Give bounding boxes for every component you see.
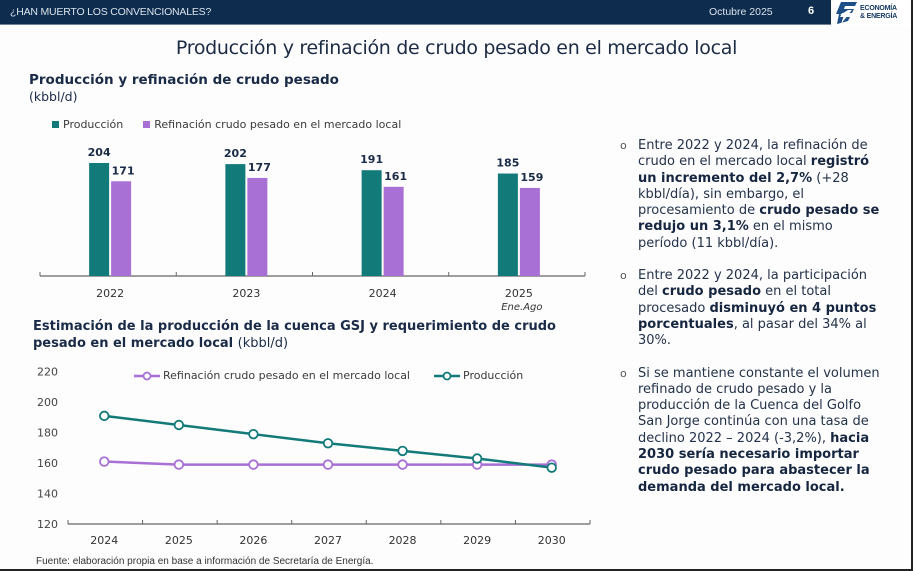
x-tick-label: 2025 [505, 287, 533, 300]
point-production-2024 [99, 410, 110, 422]
x-tick-label: 2028 [389, 534, 417, 547]
legend-item-production: Producción [52, 118, 123, 131]
bar-data-label: 177 [248, 161, 271, 174]
bar-refining-2022 [111, 181, 132, 276]
x-tick-label: 2023 [232, 287, 260, 300]
x-tick-label: 2026 [239, 534, 267, 547]
bar-chart-unit: (kbbl/d) [29, 89, 78, 104]
page-number: 6 [808, 5, 815, 17]
line-chart-legend: Refinación crudo pesado en el mercado lo… [134, 369, 523, 382]
slide-border-right [911, 0, 913, 571]
x-tick-label: 2030 [538, 534, 566, 547]
point-refining-2028 [397, 459, 408, 470]
x-tick-label: 2024 [90, 534, 118, 547]
bullet-text-bold: crudo pesado se redujo un 3,1% [638, 203, 880, 235]
commentary-list: o Entre 2022 y 2024, la refinación de cru… [620, 138, 885, 512]
line-chart-title: Estimación de la producción de la cuenca… [33, 318, 598, 352]
legend-item-refining: Refinación crudo pesado en el mercado lo… [143, 118, 401, 131]
x-tick-label: 2027 [314, 534, 342, 547]
y-tick-label: 160 [37, 457, 58, 470]
top-header-bar: ¿HAN MUERTO LOS CONVENCIONALES? Octubre … [0, 0, 831, 25]
bar-data-label: 204 [88, 146, 111, 159]
point-production-2025 [173, 419, 185, 431]
lightning-bolt-icon [836, 2, 857, 24]
bar-data-label: 161 [384, 170, 407, 183]
bar-data-label: 191 [360, 153, 383, 166]
bullet-text: (+28 kbbl/día), sin embargo, el procesam… [638, 170, 849, 219]
logo-text-line2: & ENERGÍA [860, 13, 898, 20]
bar-production-2023 [225, 164, 246, 276]
point-refining-2025 [173, 459, 185, 470]
bar-refining-2023 [247, 177, 268, 276]
bullet-text-bold: registró un incremento del 2,7% [638, 154, 870, 186]
x-tick-label: 2022 [96, 287, 124, 300]
point-production-2029 [471, 453, 483, 464]
y-tick-label: 180 [37, 427, 58, 440]
slide-border-bottom [0, 569, 913, 571]
y-tick-label: 200 [37, 396, 58, 409]
bullet-text: Entre 2022 y 2024, la refinación de crud… [638, 138, 868, 170]
bullet-text-bold: disminuyó en 4 puntos porcentuales [638, 300, 877, 332]
bullet-text-bold: crudo pesado [662, 284, 762, 300]
legend-item-production-line: Producción [434, 369, 523, 382]
bullet-marker-icon: o [620, 139, 627, 152]
y-tick-label: 220 [37, 366, 58, 379]
legend-swatch-production [52, 121, 59, 128]
bar-production-2022 [89, 163, 110, 276]
x-tick-label: 2025 [165, 534, 193, 547]
brand-logo: ECONOMÍA & ENERGÍA [833, 0, 911, 26]
legend-label-refining-line: Refinación crudo pesado en el mercado lo… [163, 369, 410, 382]
bullet-text: Entre 2022 y 2024, la participación del [638, 268, 868, 300]
point-refining-2024 [99, 456, 110, 467]
bar-data-label: 171 [112, 164, 135, 177]
point-production-2027 [322, 438, 334, 449]
date-label: Octubre 2025 [709, 6, 773, 18]
line-chart: 120 140 160 180 200 220 2024 2025 2026 2027 2028 20… [37, 366, 591, 547]
bar-data-label: 202 [224, 147, 247, 160]
legend-marker-refining [134, 371, 160, 380]
legend-item-refining-line: Refinación crudo pesado en el mercado lo… [134, 369, 410, 382]
bar-refining-2024 [383, 186, 404, 276]
point-production-2026 [248, 428, 259, 440]
line-chart-unit: (kbbl/d) [237, 336, 289, 351]
bullet-marker-icon: o [620, 269, 627, 283]
y-tick-label: 140 [37, 488, 58, 501]
source-note: Fuente: elaboración propia en base a inf… [36, 556, 374, 567]
commentary-bullet: o Entre 2022 y 2024, la refinación de cru… [620, 138, 885, 252]
x-tick-label: 2024 [369, 287, 397, 300]
point-refining-2027 [322, 459, 334, 470]
line-chart-title-text: Estimación de la producción de la cuenca… [33, 319, 556, 351]
point-production-2028 [397, 445, 408, 457]
commentary-bullet: o Entre 2022 y 2024, la participación del… [620, 268, 885, 349]
legend-label-refining: Refinación crudo pesado en el mercado lo… [154, 118, 402, 131]
bullet-marker-icon: o [620, 366, 627, 380]
bullet-text: Si se mantiene constante el volumen refi… [638, 365, 880, 446]
bar-production-2024 [361, 170, 382, 276]
legend-marker-production [434, 371, 460, 380]
point-refining-2026 [248, 459, 259, 470]
bar-production-2025 [497, 173, 518, 276]
logo-text-line1: ECONOMÍA [860, 5, 897, 12]
legend-swatch-refining [143, 121, 151, 128]
bar-refining-2025 [519, 187, 540, 276]
y-tick-label: 120 [37, 518, 58, 531]
point-production-2030 [546, 462, 557, 473]
commentary-bullet: o Si se mantiene constante el volumen ref… [620, 366, 885, 496]
x-tick-sublabel: Ene.Ago [501, 302, 542, 313]
bar-data-label: 185 [496, 157, 519, 170]
bar-chart-title: Producción y refinación de crudo pesado [29, 72, 339, 88]
bullet-text: , al pasar del 34% al 30%. [638, 316, 867, 349]
page-title: Producción y refinación de crudo pesado … [175, 37, 738, 59]
bullet-text-bold: hacia 2030 sería necesario importar crud… [638, 430, 870, 495]
legend-label-production-line: Producción [463, 369, 524, 382]
legend-label-production: Producción [63, 118, 124, 131]
bullet-text: en el total procesado [638, 284, 831, 316]
x-tick-label: 2029 [463, 534, 491, 547]
bar-chart-legend: Producción Refinación crudo pesado en el… [52, 118, 401, 131]
bullet-text: en el mismo período (11 kbbl/día). [638, 219, 833, 251]
deck-title: ¿HAN MUERTO LOS CONVENCIONALES? [10, 6, 212, 18]
bar-data-label: 159 [520, 171, 543, 184]
